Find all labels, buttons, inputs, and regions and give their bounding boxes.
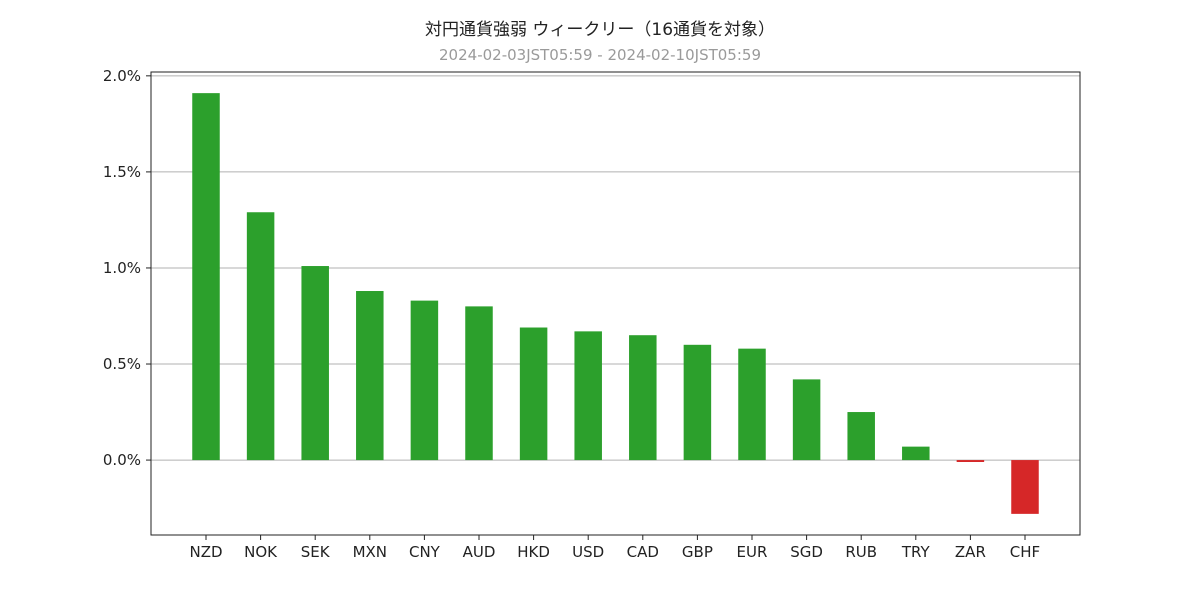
y-tick-label: 1.0% [103, 259, 141, 277]
bar-zar [956, 460, 985, 462]
bar-cad [629, 335, 657, 461]
bar-usd [574, 331, 602, 461]
x-tick-label: HKD [517, 543, 550, 561]
bar-sek [301, 266, 329, 461]
x-tick-label: NOK [244, 543, 278, 561]
x-tick-label: AUD [463, 543, 496, 561]
x-tick-label: NZD [189, 543, 222, 561]
chart-subtitle: 2024-02-03JST05:59 - 2024-02-10JST05:59 [439, 46, 761, 64]
bars [192, 93, 1039, 514]
x-tick-label: MXN [353, 543, 387, 561]
x-tick-label: EUR [737, 543, 768, 561]
x-tick-label: SEK [301, 543, 331, 561]
x-tick-label: CNY [409, 543, 441, 561]
bar-try [902, 446, 930, 461]
x-tick-label: GBP [682, 543, 713, 561]
y-tick-label: 1.5% [103, 163, 141, 181]
chart-title: 対円通貨強弱 ウィークリー（16通貨を対象） [425, 20, 775, 40]
bar-mxn [356, 291, 384, 461]
plot-frame [150, 71, 1081, 536]
y-axis-ticks: 0.0% 0.5% 1.0% 1.5% 2.0% [103, 67, 151, 469]
bar-nok [246, 212, 275, 461]
x-tick-label: ZAR [955, 543, 986, 561]
y-tick-label: 2.0% [103, 67, 141, 85]
bar-gbp [683, 344, 712, 461]
x-tick-label: CAD [627, 543, 659, 561]
x-tick-label: SGD [790, 543, 823, 561]
grid-lines [151, 75, 1080, 461]
bar-sgd [792, 379, 821, 461]
x-tick-label: CHF [1010, 543, 1040, 561]
x-tick-label: USD [572, 543, 604, 561]
bar-hkd [519, 327, 548, 461]
bar-chf [1011, 460, 1039, 514]
x-tick-label: TRY [901, 543, 931, 561]
bar-eur [738, 348, 766, 461]
x-tick-label: RUB [845, 543, 877, 561]
y-tick-label: 0.0% [103, 451, 141, 469]
y-tick-label: 0.5% [103, 355, 141, 373]
x-axis-ticks: NZD NOK SEK MXN CNY AUD HKD USD CAD GBP EUR SGD RUB T… [189, 535, 1040, 561]
bar-cny [410, 300, 439, 461]
bar-nzd [192, 93, 220, 461]
bar-rub [847, 412, 875, 461]
bar-aud [465, 306, 493, 461]
